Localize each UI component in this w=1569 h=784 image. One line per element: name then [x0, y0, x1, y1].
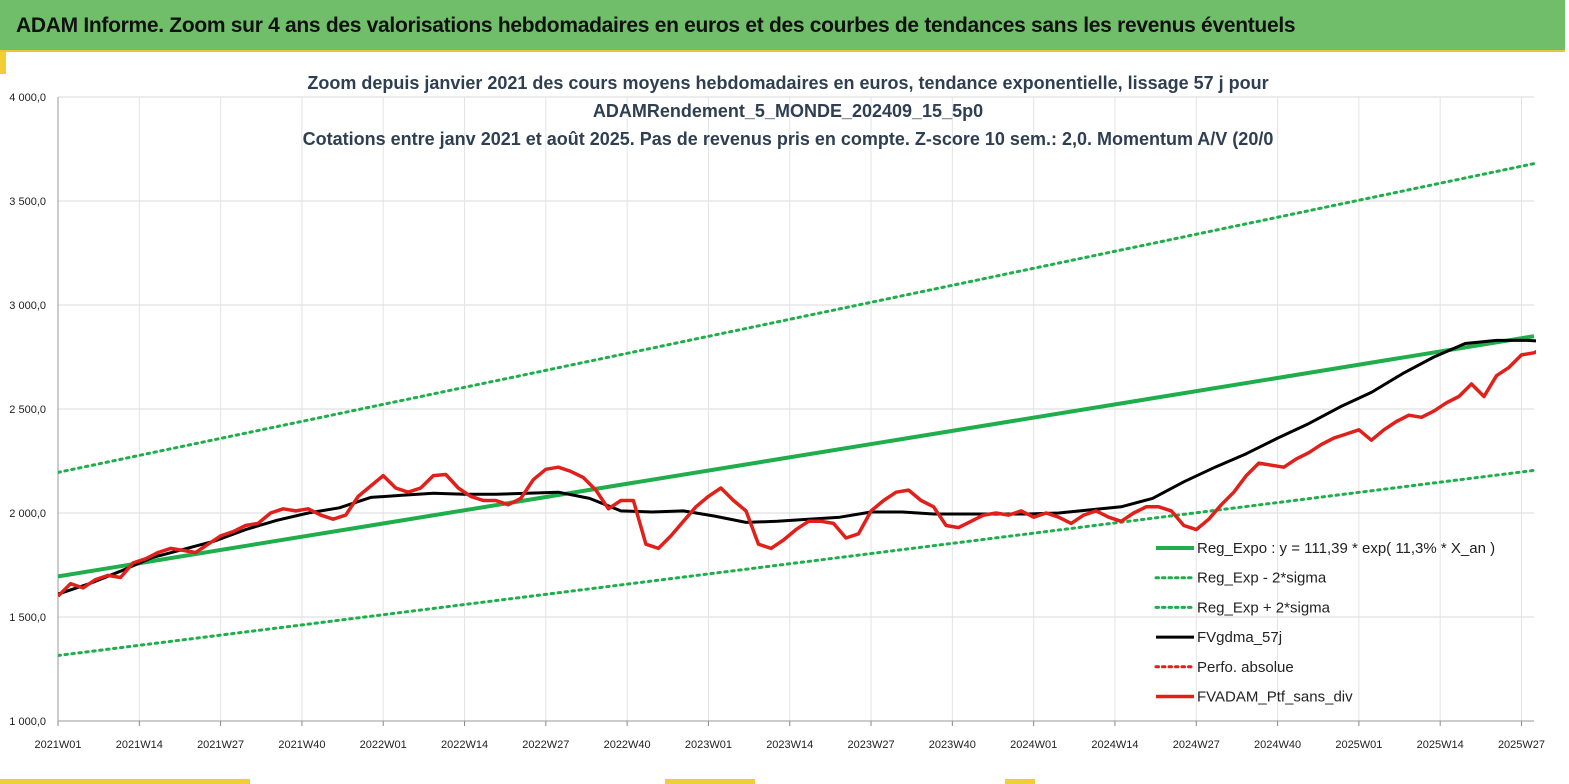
accent-bar-bottom [0, 779, 250, 784]
x-tick-label: 2021W01 [34, 739, 81, 751]
legend-label: Reg_Exp - 2*sigma [1197, 570, 1327, 587]
y-tick-label: 1 000,0 [9, 716, 46, 728]
accent-bar-bottom [665, 779, 755, 784]
x-tick-label: 2023W01 [685, 739, 732, 751]
chart-title-line: Zoom depuis janvier 2021 des cours moyen… [307, 73, 1268, 93]
x-tick-label: 2025W01 [1335, 739, 1382, 751]
x-tick-label: 2024W14 [1091, 739, 1138, 751]
series-line-3 [58, 338, 1536, 596]
legend-label: FVADAM_Ptf_sans_div [1197, 689, 1353, 706]
accent-bar-left [0, 52, 6, 74]
legend-label: Reg_Expo : y = 111,39 * exp( 11,3% * X_a… [1197, 540, 1495, 557]
chart-title: Zoom depuis janvier 2021 des cours moyen… [303, 73, 1274, 149]
x-tick-label: 2022W01 [360, 739, 407, 751]
x-tick-label: 2023W14 [766, 739, 813, 751]
legend: Reg_Expo : y = 111,39 * exp( 11,3% * X_a… [1154, 540, 1495, 706]
series-line-2 [58, 162, 1536, 474]
x-tick-label: 2025W14 [1417, 739, 1464, 751]
legend-label: Perfo. absolue [1197, 659, 1294, 676]
y-tick-label: 4 000,0 [9, 92, 46, 104]
x-tick-label: 2023W27 [848, 739, 895, 751]
chart-title-line: ADAMRendement_5_MONDE_202409_15_5p0 [593, 101, 983, 121]
y-tick-label: 3 000,0 [9, 300, 46, 312]
series-line-0 [58, 334, 1535, 579]
chart-title-line: Cotations entre janv 2021 et août 2025. … [303, 129, 1274, 149]
x-tick-label: 2023W40 [929, 739, 976, 751]
y-tick-label: 1 500,0 [9, 612, 46, 624]
title-banner: ADAM Informe. Zoom sur 4 ans des valoris… [0, 0, 1565, 52]
y-tick-label: 3 500,0 [9, 196, 46, 208]
series-line-5 [58, 349, 1536, 598]
x-tick-label: 2021W27 [197, 739, 244, 751]
y-tick-label: 2 000,0 [9, 508, 46, 520]
x-tick-label: 2024W40 [1254, 739, 1301, 751]
series [58, 162, 1536, 657]
accent-bar-bottom [1005, 779, 1035, 784]
x-tick-label: 2022W40 [604, 739, 651, 751]
series-line-1 [58, 468, 1536, 657]
x-tick-label: 2021W14 [116, 739, 163, 751]
legend-label: FVgdma_57j [1197, 629, 1282, 646]
x-tick-label: 2021W40 [278, 739, 325, 751]
x-tick-label: 2025W27 [1498, 739, 1545, 751]
axes: 1 000,0 1 500,0 2 000,0 2 500,0 3 000,0 3 500… [9, 92, 1545, 751]
y-tick-label: 2 500,0 [9, 404, 46, 416]
banner-title: ADAM Informe. Zoom sur 4 ans des valoris… [16, 14, 1296, 37]
x-tick-label: 2022W27 [522, 739, 569, 751]
x-tick-label: 2024W27 [1173, 739, 1220, 751]
x-tick-label: 2024W01 [1010, 739, 1057, 751]
x-tick-label: 2022W14 [441, 739, 488, 751]
legend-label: Reg_Exp + 2*sigma [1197, 599, 1331, 616]
